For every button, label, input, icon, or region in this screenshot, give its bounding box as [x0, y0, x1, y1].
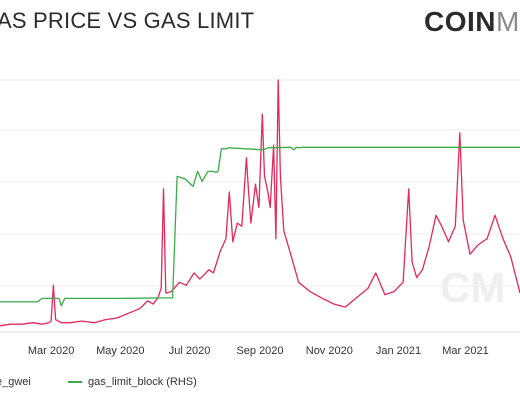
- series-line-gas-price: [0, 79, 520, 327]
- chart-grid: [0, 79, 520, 333]
- legend-item-gas-limit[interactable]: gas_limit_block (RHS): [68, 373, 197, 391]
- chart-series: [0, 79, 520, 327]
- x-tick-label: Sep 2020: [236, 345, 283, 357]
- x-tick-label: Nov 2020: [306, 345, 353, 357]
- x-axis: Mar 2020 May 2020 Jul 2020 Sep 2020 Nov 2020…: [28, 345, 489, 357]
- x-tick-label: Mar 2021: [442, 345, 488, 357]
- legend-swatch-gas-limit: [68, 381, 82, 383]
- chart-watermark: CM: [440, 264, 505, 311]
- legend-label-gas-price: e_gwei: [0, 376, 31, 388]
- brand-logo: COINME: [424, 6, 520, 38]
- legend-label-gas-limit: gas_limit_block (RHS): [88, 376, 197, 388]
- watermark-label: CM: [440, 264, 505, 311]
- x-tick-label: Jan 2021: [376, 345, 421, 357]
- x-tick-label: Jul 2020: [169, 345, 211, 357]
- chart-title: AS PRICE VS GAS LIMIT: [0, 8, 255, 33]
- x-tick-label: Mar 2020: [28, 345, 74, 357]
- legend-item-gas-price[interactable]: e_gwei: [0, 373, 31, 391]
- series-line-gas-limit: [0, 146, 520, 307]
- x-tick-label: May 2020: [96, 345, 144, 357]
- brand-logo-bold: COIN: [424, 6, 496, 37]
- brand-logo-light: ME: [496, 6, 520, 37]
